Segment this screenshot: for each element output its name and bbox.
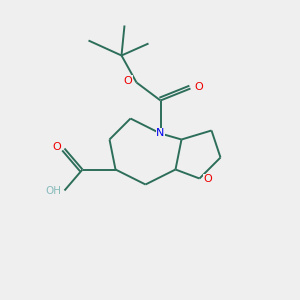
Text: O: O [124, 76, 133, 86]
Text: OH: OH [45, 185, 62, 196]
Text: O: O [194, 82, 203, 92]
Text: N: N [156, 128, 165, 139]
Text: O: O [52, 142, 61, 152]
Text: O: O [203, 174, 212, 184]
